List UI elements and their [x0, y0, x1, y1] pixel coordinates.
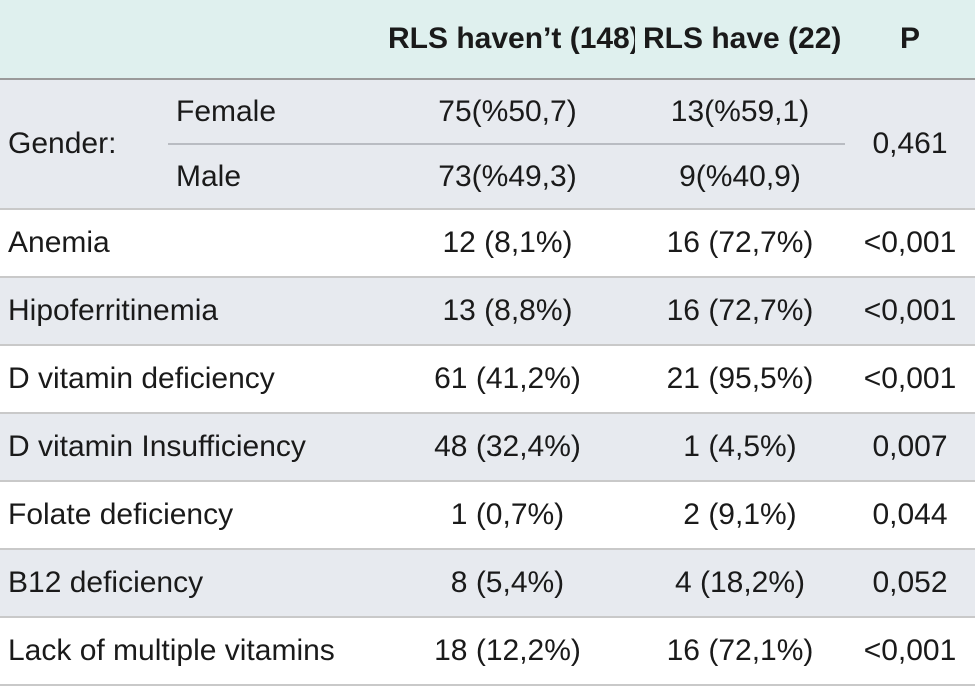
cell-rls: 21 (95,5%)	[635, 345, 845, 414]
table-row: Anemia 12 (8,1%) 16 (72,7%) <0,001	[0, 209, 975, 278]
cell-rls: 16 (72,7%)	[635, 277, 845, 346]
cell-rls: 16 (72,1%)	[635, 617, 845, 686]
cell-p-value: <0,001	[845, 209, 975, 278]
cell-rls: 1 (4,5%)	[635, 413, 845, 482]
table-row: Hipoferritinemia 13 (8,8%) 16 (72,7%) <0…	[0, 277, 975, 346]
cell-rls: 9(%40,9)	[635, 144, 845, 210]
header-rls-havent: RLS haven’t (148)	[380, 0, 635, 80]
cell-no-rls: 1 (0,7%)	[380, 481, 635, 550]
cell-p-value: <0,001	[845, 345, 975, 414]
table-row-gender-male: Male 73(%49,3) 9(%40,9)	[0, 144, 975, 210]
cell-p-value: 0,044	[845, 481, 975, 550]
gender-sub-label: Female	[168, 79, 380, 145]
cell-rls: 13(%59,1)	[635, 79, 845, 145]
cell-no-rls: 18 (12,2%)	[380, 617, 635, 686]
table-row: B12 deficiency 8 (5,4%) 4 (18,2%) 0,052	[0, 549, 975, 618]
header-rls-have: RLS have (22)	[635, 0, 845, 80]
cell-p-value: <0,001	[845, 617, 975, 686]
table-row-gender-female: Gender: Female 75(%50,7) 13(%59,1) 0,461	[0, 79, 975, 210]
table-row: Lack of multiple vitamins 18 (12,2%) 16 …	[0, 617, 975, 686]
cell-no-rls: 75(%50,7)	[380, 79, 635, 145]
row-label: B12 deficiency	[0, 549, 380, 618]
cell-no-rls: 48 (32,4%)	[380, 413, 635, 482]
cell-p-value: 0,007	[845, 413, 975, 482]
cell-no-rls: 73(%49,3)	[380, 144, 635, 210]
cell-no-rls: 13 (8,8%)	[380, 277, 635, 346]
row-label: Lack of multiple vitamins	[0, 617, 380, 686]
header-p: P	[845, 0, 975, 80]
header-empty	[0, 0, 380, 80]
row-label: Folate deficiency	[0, 481, 380, 550]
gender-p-value: 0,461	[845, 79, 975, 210]
gender-sub-label: Male	[168, 144, 380, 210]
cell-rls: 4 (18,2%)	[635, 549, 845, 618]
row-label: D vitamin deficiency	[0, 345, 380, 414]
cell-no-rls: 12 (8,1%)	[380, 209, 635, 278]
row-label: D vitamin Insufficiency	[0, 413, 380, 482]
cell-p-value: <0,001	[845, 277, 975, 346]
cell-rls: 16 (72,7%)	[635, 209, 845, 278]
table-header-row: RLS haven’t (148) RLS have (22) P	[0, 0, 975, 80]
table-row: D vitamin Insufficiency 48 (32,4%) 1 (4,…	[0, 413, 975, 482]
gender-label: Gender:	[0, 79, 168, 210]
cell-no-rls: 61 (41,2%)	[380, 345, 635, 414]
cell-no-rls: 8 (5,4%)	[380, 549, 635, 618]
table-row: D vitamin deficiency 61 (41,2%) 21 (95,5…	[0, 345, 975, 414]
cell-p-value: 0,052	[845, 549, 975, 618]
table-row: Folate deficiency 1 (0,7%) 2 (9,1%) 0,04…	[0, 481, 975, 550]
row-label: Anemia	[0, 209, 380, 278]
cell-rls: 2 (9,1%)	[635, 481, 845, 550]
row-label: Hipoferritinemia	[0, 277, 380, 346]
